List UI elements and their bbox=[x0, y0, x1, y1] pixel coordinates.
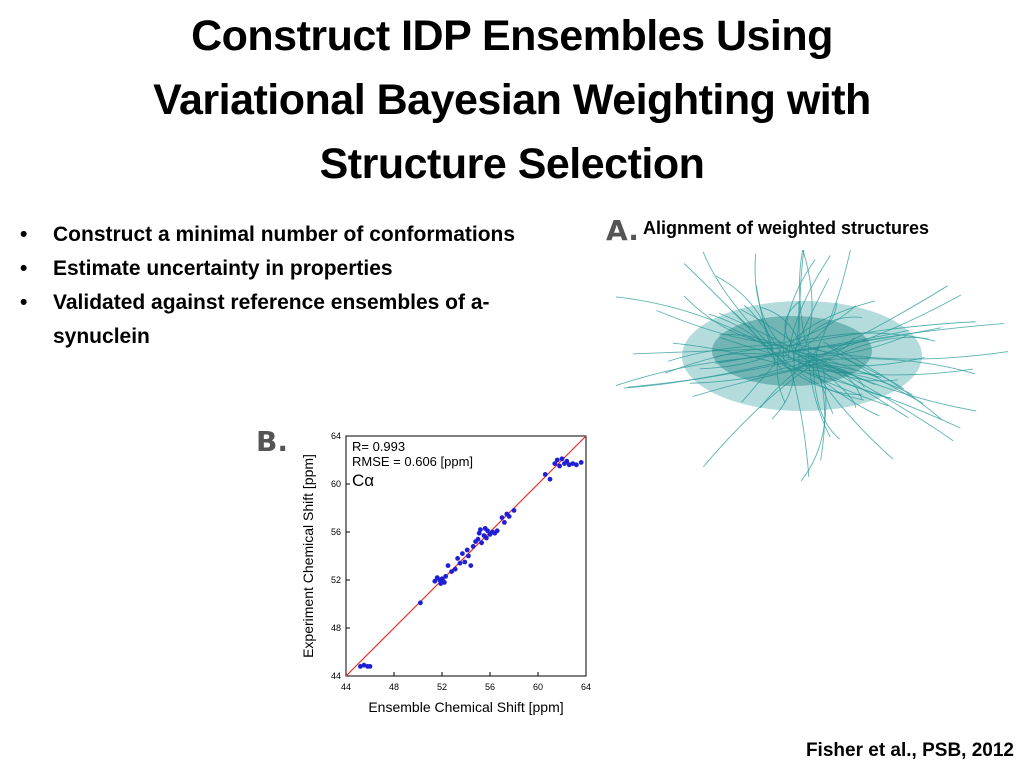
data-point bbox=[564, 458, 570, 464]
chemical-shift-scatter-chart: 44 48 52 56 60 64 44 48 52 56 60 64 R= 0.993 RMSE =… bbox=[300, 431, 591, 715]
data-point bbox=[479, 540, 484, 546]
y-tick-label: 52 bbox=[331, 575, 341, 585]
title-line: Construct IDP Ensembles Using bbox=[191, 12, 833, 60]
data-point bbox=[455, 556, 460, 561]
bullet-text: Construct a minimal number of conformati… bbox=[53, 223, 516, 246]
panel-a-label: A. bbox=[606, 214, 639, 247]
bullet-dot-icon: • bbox=[20, 291, 28, 314]
data-point bbox=[478, 527, 483, 532]
data-point bbox=[494, 528, 500, 534]
data-point bbox=[443, 574, 448, 579]
y-tick-label: 64 bbox=[331, 431, 341, 441]
chart-annotation-r: R= 0.993 bbox=[352, 439, 405, 454]
data-point bbox=[574, 462, 579, 468]
data-point bbox=[552, 461, 558, 466]
data-point bbox=[475, 536, 481, 542]
data-point bbox=[468, 563, 474, 568]
y-tick-label: 48 bbox=[331, 623, 341, 633]
data-point bbox=[462, 559, 468, 565]
data-point bbox=[484, 535, 489, 541]
data-point bbox=[449, 569, 454, 574]
title-line: Variational Bayesian Weighting with bbox=[153, 76, 871, 124]
panel-a-caption: Alignment of weighted structures bbox=[643, 218, 930, 238]
data-point bbox=[506, 514, 512, 519]
bullet-item: • Estimate uncertainty in properties bbox=[18, 252, 578, 286]
data-point bbox=[440, 578, 446, 584]
chart-annotation-rmse: RMSE = 0.606 [ppm] bbox=[352, 454, 473, 469]
data-point bbox=[460, 551, 465, 556]
data-point bbox=[445, 563, 451, 568]
data-point bbox=[432, 578, 438, 584]
data-point bbox=[464, 547, 470, 553]
data-point bbox=[358, 664, 363, 669]
y-tick-label: 44 bbox=[331, 671, 341, 681]
bullet-dot-icon: • bbox=[20, 223, 28, 246]
data-point bbox=[452, 566, 458, 572]
x-tick-label: 60 bbox=[533, 682, 543, 692]
x-axis-label: Ensemble Chemical Shift [ppm] bbox=[368, 699, 563, 715]
bullet-item: • Validated against reference ensembles … bbox=[18, 286, 578, 354]
x-tick-label: 52 bbox=[437, 682, 447, 692]
data-point bbox=[578, 460, 584, 465]
slide-title: Construct IDP Ensembles Using Variationa… bbox=[20, 4, 1004, 196]
bullet-dot-icon: • bbox=[20, 257, 28, 280]
x-tick-label: 44 bbox=[341, 682, 351, 692]
data-point bbox=[367, 664, 373, 669]
data-point bbox=[570, 461, 576, 466]
data-point bbox=[511, 508, 517, 513]
panel-b-label: B. bbox=[256, 425, 288, 458]
chart-annotation-atom: Cα bbox=[352, 471, 374, 490]
bullet-text: Estimate uncertainty in properties bbox=[53, 257, 393, 280]
x-tick-label: 64 bbox=[581, 682, 591, 692]
bullet-list: • Construct a minimal number of conforma… bbox=[18, 218, 578, 354]
data-point bbox=[476, 530, 482, 536]
data-point bbox=[499, 515, 505, 520]
data-point bbox=[557, 463, 562, 469]
data-point bbox=[502, 520, 507, 525]
data-point bbox=[554, 457, 560, 463]
citation: Fisher et al., PSB, 2012 bbox=[805, 740, 1014, 761]
x-tick-label: 56 bbox=[485, 682, 495, 692]
data-point bbox=[485, 528, 490, 534]
y-tick-label: 56 bbox=[331, 527, 341, 537]
protein-ensemble-image bbox=[615, 249, 1009, 482]
title-line: Structure Selection bbox=[319, 140, 705, 188]
bullet-text: Validated against reference ensembles of… bbox=[53, 291, 490, 348]
data-point bbox=[457, 560, 463, 566]
data-point bbox=[547, 476, 553, 482]
y-tick-label: 60 bbox=[331, 479, 341, 489]
data-point bbox=[466, 553, 471, 559]
y-axis-label: Experiment Chemical Shift [ppm] bbox=[300, 454, 316, 658]
data-point bbox=[470, 544, 476, 549]
bullet-item: • Construct a minimal number of conforma… bbox=[18, 218, 578, 252]
data-point bbox=[542, 472, 548, 477]
x-tick-label: 48 bbox=[389, 682, 399, 692]
data-point bbox=[418, 600, 423, 606]
data-point bbox=[559, 456, 565, 462]
